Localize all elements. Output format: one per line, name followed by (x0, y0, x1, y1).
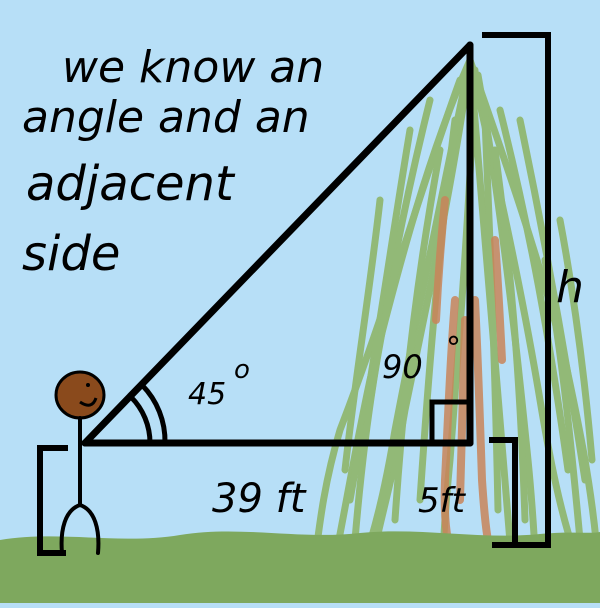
grass (0, 531, 600, 603)
height-bracket (482, 32, 551, 548)
angle-label: 45 (188, 377, 226, 412)
right-triangle (81, 41, 474, 447)
angle-arc (129, 383, 168, 444)
person-height-label: 5ft (418, 481, 467, 521)
person-left-leg (59, 503, 82, 555)
right-angle-label: 90 (382, 348, 423, 386)
base-length-label: 39 ft (212, 476, 307, 522)
caption-line-3: adjacent (26, 156, 236, 212)
caption-line-1: we know an (62, 42, 324, 93)
tree-trunk (432, 196, 506, 544)
height-label: h (556, 262, 584, 313)
right-angle-marker (429, 399, 473, 446)
stick-person (54, 370, 106, 555)
angle-degree-symbol: o (234, 355, 250, 385)
person-height-bracket (489, 437, 518, 548)
caption-line-2: angle and an (22, 92, 310, 143)
left-bracket (37, 445, 68, 556)
caption-line-4: side (22, 226, 120, 282)
person-right-leg (78, 503, 101, 555)
triangle-hypotenuse (81, 41, 474, 447)
labels: 45 o 90 ° 39 ft 5ft h (188, 262, 584, 522)
right-angle-degree-symbol: ° (446, 331, 461, 366)
person-head (54, 370, 106, 420)
caption: we know an angle and an adjacent side (22, 42, 324, 282)
